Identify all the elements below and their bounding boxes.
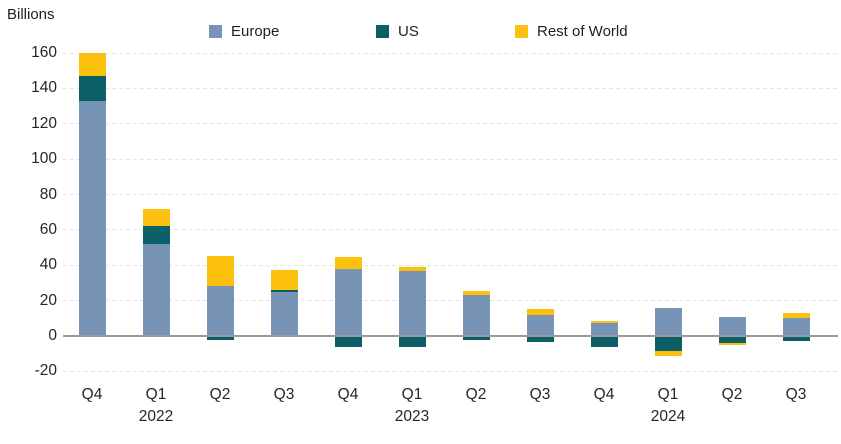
bar-segment-europe [718, 316, 746, 336]
gridline-20 [63, 300, 838, 302]
x-axis-label: Q2 [465, 386, 487, 403]
legend-label-rest-of-world: Rest of World [537, 22, 628, 40]
gridline-100 [63, 158, 838, 160]
x-axis-label: Q4 [593, 386, 615, 403]
bar-segment-rest-of-world [654, 351, 682, 357]
bar-segment-europe [334, 268, 362, 336]
legend-label-europe: Europe [231, 22, 280, 40]
bar-segment-rest-of-world [526, 309, 554, 315]
bar-segment-rest-of-world [206, 256, 234, 287]
bar-segment-rest-of-world [270, 269, 298, 290]
y-axis-tick-label: 80 [39, 185, 57, 203]
bar-segment-us [462, 336, 490, 340]
gridline-40 [63, 264, 838, 266]
bar-segment-europe [206, 286, 234, 336]
bar-segment-europe [654, 307, 682, 336]
bar-segment-europe [526, 314, 554, 336]
bar-segment-europe [78, 100, 106, 336]
gridline-60 [63, 229, 838, 231]
y-axis-tick-label: 160 [31, 44, 57, 61]
y-axis-tick-label: -20 [34, 362, 57, 380]
legend-label-us: US [398, 22, 419, 40]
y-axis-title: Billions [7, 6, 55, 23]
y-axis-tick-label: 120 [31, 114, 57, 132]
bar-segment-rest-of-world [398, 267, 426, 272]
bar-segment-europe [142, 244, 170, 336]
legend-swatch-rest-of-world [515, 24, 528, 38]
bar-segment-us [398, 336, 426, 347]
x-axis-label: Q3 [273, 386, 295, 403]
bar-segment-rest-of-world [334, 257, 362, 269]
bar-segment-us [78, 75, 106, 101]
legend-item-us: US [376, 22, 419, 40]
x-axis-zero-line [63, 335, 838, 337]
bar-segment-europe [270, 291, 298, 336]
y-axis-tick-label: 100 [31, 150, 57, 168]
bar-segment-us [526, 336, 554, 343]
bar-segment-rest-of-world [462, 290, 490, 296]
bar-segment-rest-of-world [718, 343, 746, 345]
bar-segment-europe [590, 322, 618, 336]
x-axis-year-label: 2024 [650, 408, 686, 425]
x-axis-label: Q1 [401, 386, 423, 403]
y-axis-tick-label: 40 [39, 256, 57, 274]
x-axis-label: Q3 [785, 386, 807, 403]
bar-segment-us [782, 336, 810, 342]
x-axis-label: Q3 [529, 386, 551, 403]
bar-segment-europe [462, 295, 490, 336]
bar-segment-us [270, 290, 298, 292]
legend-swatch-us [376, 24, 389, 38]
bar-segment-rest-of-world [590, 320, 618, 323]
x-axis-year-label: 2022 [138, 408, 174, 425]
bar-segment-rest-of-world [142, 208, 170, 227]
y-axis-tick-label: 60 [39, 220, 57, 238]
y-axis-tick-label: 0 [48, 327, 57, 344]
x-axis-label: Q2 [209, 386, 231, 403]
legend-item-rest-of-world: Rest of World [515, 22, 628, 40]
legend-swatch-europe [209, 24, 222, 38]
bar-segment-us [142, 226, 170, 245]
x-axis-label: Q1 [145, 386, 167, 403]
y-axis-tick-label: 140 [31, 79, 57, 97]
bar-segment-rest-of-world [782, 313, 810, 319]
gridline--20 [63, 370, 838, 372]
bar-segment-us [654, 336, 682, 352]
legend-item-europe: Europe [209, 22, 280, 40]
gridline-140 [63, 87, 838, 89]
bar-segment-us [718, 336, 746, 344]
y-axis-tick-label: 20 [39, 291, 57, 309]
x-axis-label: Q4 [81, 386, 103, 403]
gridline-80 [63, 194, 838, 195]
x-axis-year-label: 2023 [394, 408, 430, 425]
bar-segment-rest-of-world [78, 53, 106, 76]
x-axis-label: Q2 [721, 386, 743, 403]
gridline-160 [63, 52, 838, 54]
x-axis-label: Q4 [337, 386, 359, 403]
x-axis-label: Q1 [657, 386, 679, 403]
bar-segment-europe [782, 318, 810, 336]
bar-segment-us [334, 336, 362, 347]
legend: Europe US Rest of World [0, 23, 841, 41]
bar-segment-europe [398, 271, 426, 336]
gridline-120 [63, 123, 838, 125]
bar-segment-us [590, 336, 618, 348]
bar-segment-us [206, 336, 234, 340]
